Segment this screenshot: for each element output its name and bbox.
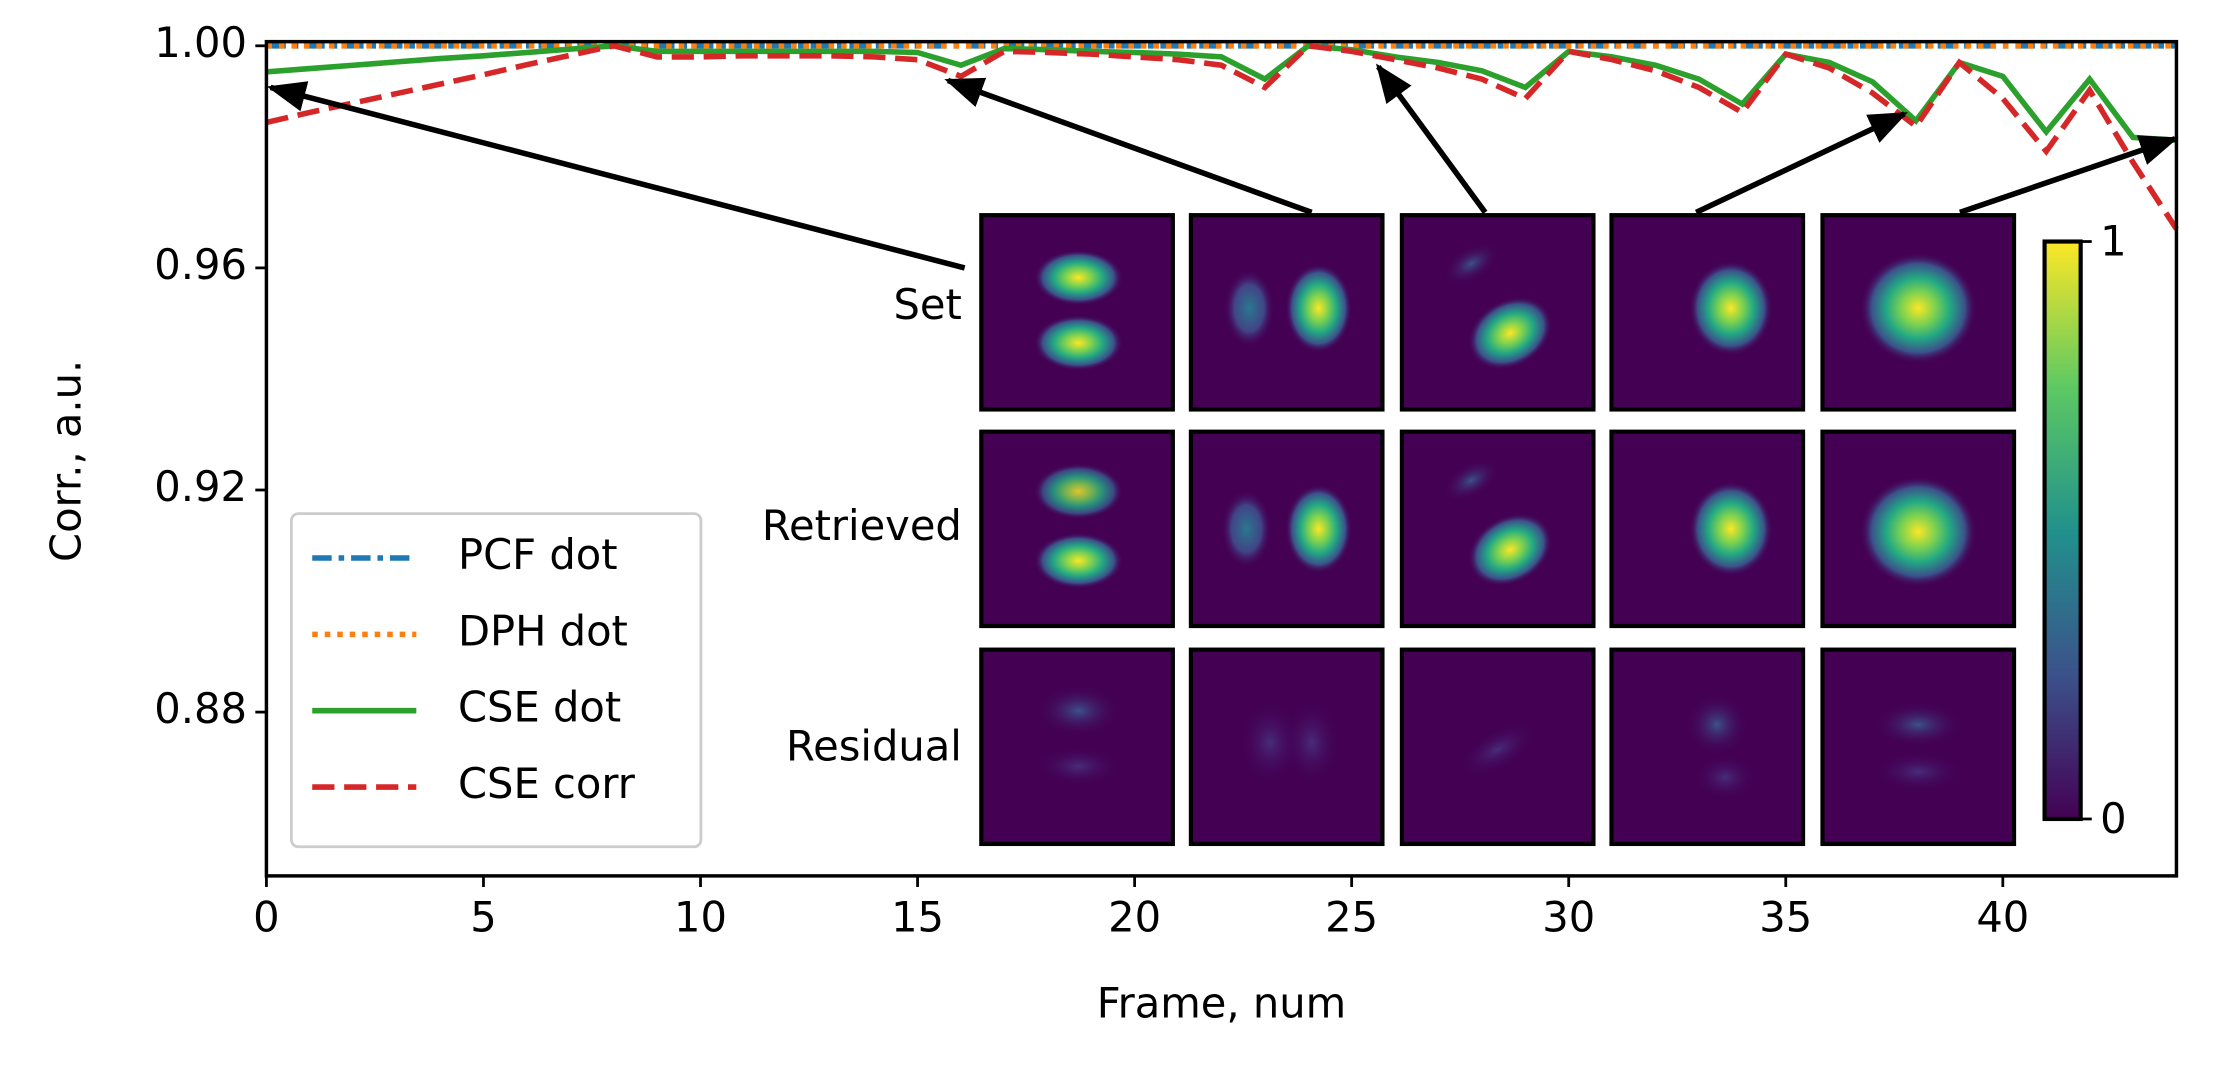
legend-label: PCF dot <box>458 530 618 579</box>
blob <box>1686 694 1748 756</box>
blob <box>1468 296 1553 370</box>
x-tick-label: 30 <box>1542 892 1595 941</box>
blob <box>1443 242 1500 285</box>
arrow <box>1375 63 1488 215</box>
y-tick-label: 0.88 <box>154 684 247 733</box>
row-label: Retrieved <box>762 501 962 550</box>
blob <box>1034 315 1123 371</box>
blob <box>1859 252 1977 364</box>
colorbar <box>2042 239 2083 822</box>
colorbar-tick-label: 1 <box>2100 216 2126 265</box>
colorbar-tick-label: 0 <box>2100 794 2126 843</box>
arrow <box>944 77 1313 215</box>
blob <box>1034 463 1123 520</box>
x-tick-label: 15 <box>891 892 944 941</box>
series-line <box>266 42 2177 143</box>
x-tick-label: 10 <box>674 892 727 941</box>
blob <box>1034 249 1123 306</box>
blob <box>1460 722 1536 777</box>
x-tick-label: 35 <box>1759 892 1812 941</box>
blob <box>1694 755 1756 800</box>
blob <box>1239 700 1301 785</box>
blob <box>1873 702 1963 747</box>
legend-box <box>290 512 703 849</box>
blob <box>1689 260 1773 356</box>
legend-label: DPH dot <box>458 606 628 655</box>
row-label: Residual <box>786 722 962 771</box>
y-tick-label: 0.92 <box>154 462 247 511</box>
legend-label: CSE corr <box>458 759 636 808</box>
plot-area: 0 5 10 15 20 25 30 35 401.000.960.920.88 <box>154 18 2179 941</box>
blob <box>1859 476 1977 588</box>
arrow <box>1694 111 1908 215</box>
blob <box>1873 752 1963 792</box>
image-row <box>979 429 2017 629</box>
x-tick-label: 40 <box>1976 892 2029 941</box>
series-line <box>265 42 2179 231</box>
blob <box>1221 489 1272 568</box>
blob <box>1036 746 1121 786</box>
legend-label: CSE dot <box>458 683 621 732</box>
inset: Set Retrieved Residual 0 1 <box>266 63 2179 847</box>
y-axis-label: Corr., a.u. <box>41 360 90 562</box>
blob <box>1036 685 1121 736</box>
y-tick-label: 1.00 <box>154 18 247 67</box>
x-tick-label: 5 <box>470 892 496 941</box>
blob <box>1034 533 1123 589</box>
blob <box>1285 263 1352 353</box>
blob <box>1285 484 1352 574</box>
blob <box>1443 459 1500 502</box>
arrow <box>1959 135 2179 216</box>
blob <box>1689 481 1773 577</box>
arrow <box>266 81 966 271</box>
arrows <box>266 63 2179 271</box>
x-tick-label: 0 <box>253 892 279 941</box>
blob <box>1224 269 1275 348</box>
x-tick-label: 20 <box>1108 892 1161 941</box>
x-tick-label: 25 <box>1325 892 1378 941</box>
x-axis-label: Frame, num <box>1097 978 1346 1027</box>
image <box>979 647 1175 847</box>
blob <box>1283 700 1340 785</box>
image-row <box>979 647 2017 847</box>
legend: PCF dot DPH dot CSE dot CSE corr <box>290 512 703 849</box>
axes-frame <box>264 39 2179 878</box>
image-row <box>979 213 2017 412</box>
image <box>979 429 1175 629</box>
row-label: Set <box>894 280 962 329</box>
y-tick-label: 0.96 <box>154 240 247 289</box>
blob <box>1468 513 1553 587</box>
image <box>979 213 1175 412</box>
